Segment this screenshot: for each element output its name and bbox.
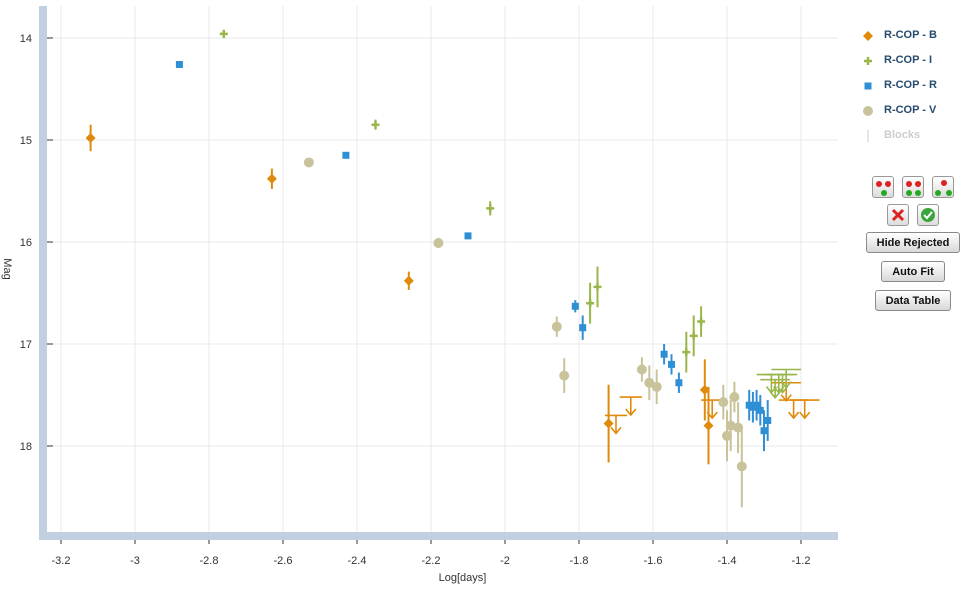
- data-point: [760, 427, 768, 435]
- data-point: [464, 232, 472, 240]
- legend-item[interactable]: Blocks: [862, 122, 972, 147]
- series-r-cop-r: [175, 61, 772, 452]
- x-tick-label: -1.6: [644, 555, 663, 567]
- x-tick-label: -2: [500, 555, 510, 567]
- data-point: [644, 377, 655, 388]
- fit-rise-decay-icon[interactable]: [932, 176, 954, 198]
- data-point: [697, 317, 706, 326]
- data-point: [486, 204, 495, 213]
- y-tick-label: 18: [20, 441, 32, 453]
- data-point: [579, 324, 587, 332]
- legend-marker: [863, 30, 873, 41]
- data-point: [689, 331, 698, 340]
- legend-item[interactable]: R-COP - R: [862, 72, 972, 97]
- data-point: [682, 348, 691, 357]
- x-tick-label: -1.8: [570, 555, 589, 567]
- data-point: [733, 422, 744, 433]
- data-point: [745, 401, 753, 409]
- legend-symbol-cross: [862, 54, 874, 66]
- data-point: [753, 401, 761, 409]
- data-point: [586, 299, 595, 308]
- series-r-cop-i: [219, 29, 801, 399]
- fit-smooth-power-law-icon[interactable]: [902, 176, 924, 198]
- data-point: [729, 392, 740, 403]
- data-point: [551, 321, 562, 332]
- y-axis-title: Mag: [1, 258, 13, 279]
- data-point: [749, 403, 757, 411]
- x-tick-label: -2.2: [422, 555, 441, 567]
- x-tick-label: -2.6: [274, 555, 293, 567]
- x-axis-title: Log[days]: [439, 572, 487, 584]
- y-tick-label: 14: [20, 33, 32, 45]
- data-point: [371, 120, 380, 129]
- x-tick-label: -2.8: [200, 555, 219, 567]
- data-point: [703, 420, 714, 431]
- legend-symbol-circle: [862, 104, 874, 116]
- legend-item[interactable]: R-COP - B: [862, 22, 972, 47]
- upper-limit-arrow: [789, 399, 820, 420]
- fit-broken-power-law-icon[interactable]: [872, 176, 894, 198]
- legend-label: R-COP - V: [884, 103, 937, 116]
- data-point: [675, 379, 683, 387]
- plot-area: [47, 6, 838, 532]
- data-point: [303, 157, 314, 168]
- y-tick-label: 15: [20, 135, 32, 147]
- y-axis-bar: [39, 6, 47, 540]
- legend-symbol-square: [862, 79, 874, 91]
- y-tick-label: 17: [20, 339, 32, 351]
- x-tick-label: -3.2: [52, 555, 71, 567]
- data-point: [342, 151, 350, 159]
- auto-fit-button[interactable]: Auto Fit: [881, 261, 945, 282]
- data-point: [219, 29, 228, 38]
- data-point: [660, 350, 668, 358]
- data-table-button[interactable]: Data Table: [874, 290, 952, 311]
- series-r-cop-v: [303, 157, 747, 508]
- legend-label: R-COP - I: [884, 53, 933, 66]
- legend-marker: [864, 56, 872, 65]
- legend-item[interactable]: R-COP - I: [862, 47, 972, 72]
- legend-symbol-line: [862, 129, 874, 142]
- data-point: [699, 384, 710, 395]
- data-point: [636, 364, 647, 375]
- data-point: [85, 132, 96, 143]
- data-point: [433, 238, 444, 249]
- data-point: [175, 61, 183, 69]
- legend-label: Blocks: [884, 128, 921, 141]
- data-point: [603, 418, 614, 429]
- upper-limit-arrow: [771, 368, 801, 389]
- accept-point-icon[interactable]: [917, 204, 939, 226]
- x-axis-bar: [39, 532, 838, 540]
- data-point: [266, 173, 277, 184]
- x-tick-label: -1.4: [718, 555, 737, 567]
- data-point: [736, 461, 747, 472]
- data-point: [764, 417, 772, 424]
- hide-rejected-button[interactable]: Hide Rejected: [865, 232, 961, 253]
- legend-marker: [864, 82, 872, 89]
- data-point: [651, 381, 662, 392]
- upper-limit-arrow: [619, 396, 642, 417]
- data-point: [722, 430, 732, 441]
- data-point: [593, 282, 602, 291]
- reject-point-icon[interactable]: [887, 204, 909, 226]
- x-tick-label: -3: [130, 555, 140, 567]
- chart-legend: R-COP - B R-COP - I R-COP - R R-COP - V Bloc…: [862, 22, 972, 147]
- data-point: [571, 302, 579, 310]
- data-point: [559, 370, 570, 381]
- legend-symbol-diamond: [862, 29, 874, 41]
- data-point: [756, 406, 764, 414]
- legend-marker: [863, 105, 873, 116]
- tools-panel: Hide Rejected Auto Fit Data Table: [858, 176, 968, 319]
- legend-label: R-COP - B: [884, 28, 937, 41]
- data-point: [668, 360, 675, 368]
- x-tick-label: -1.2: [792, 555, 811, 567]
- legend-item[interactable]: R-COP - V: [862, 97, 972, 122]
- y-tick-label: 16: [20, 237, 32, 249]
- legend-label: R-COP - R: [884, 78, 937, 91]
- data-point: [718, 397, 729, 408]
- data-point: [403, 275, 414, 286]
- x-tick-label: -2.4: [348, 555, 367, 567]
